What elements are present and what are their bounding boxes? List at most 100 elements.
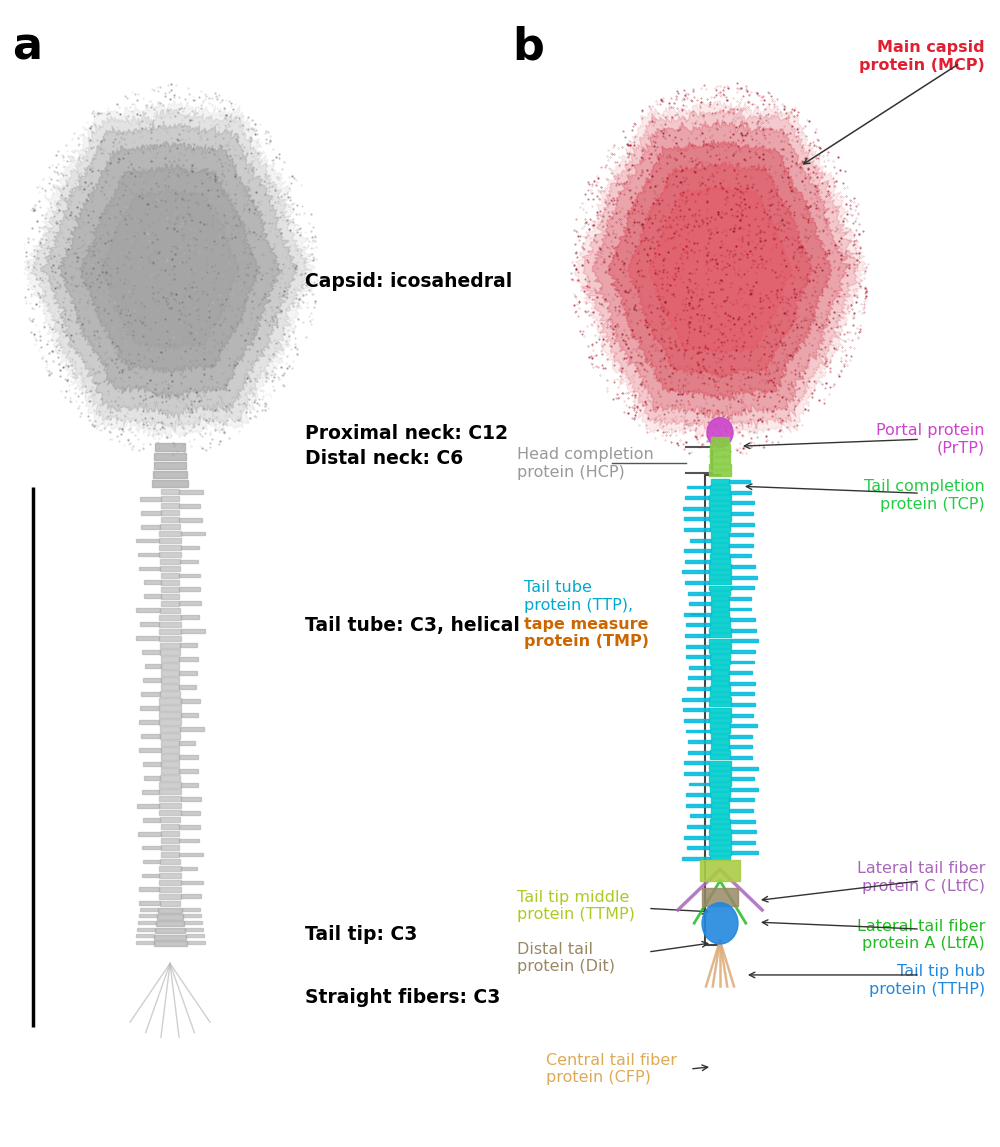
Bar <box>136 935 154 937</box>
Bar <box>141 734 160 738</box>
Bar <box>709 643 731 648</box>
Bar <box>181 895 201 898</box>
Bar <box>709 829 731 834</box>
Bar <box>731 778 754 780</box>
Bar <box>144 775 160 780</box>
Bar <box>159 782 181 788</box>
Bar <box>159 796 181 802</box>
Bar <box>158 907 182 913</box>
Bar <box>159 810 181 816</box>
Bar <box>709 496 731 500</box>
Bar <box>731 650 755 653</box>
Bar <box>161 496 179 501</box>
Bar <box>181 797 201 801</box>
Bar <box>711 596 729 600</box>
Bar <box>710 457 730 462</box>
Bar <box>688 751 710 754</box>
Bar <box>179 768 198 773</box>
Bar <box>710 522 730 526</box>
Bar <box>709 627 731 632</box>
Bar <box>156 921 184 927</box>
Bar <box>684 528 710 531</box>
Bar <box>154 935 186 939</box>
Bar <box>709 501 731 505</box>
Bar <box>710 490 730 494</box>
Bar <box>685 582 709 584</box>
Polygon shape <box>79 163 261 376</box>
Bar <box>159 873 181 879</box>
Bar <box>160 817 180 822</box>
Bar <box>179 741 195 744</box>
Bar <box>159 552 181 557</box>
Bar <box>729 735 752 738</box>
Text: Central tail fiber
protein (CFP): Central tail fiber protein (CFP) <box>546 1053 677 1085</box>
Bar <box>711 803 729 807</box>
Bar <box>682 570 709 574</box>
Bar <box>160 900 180 906</box>
Bar <box>710 728 730 733</box>
Bar <box>161 663 179 669</box>
Bar <box>710 793 730 797</box>
Bar <box>179 685 196 689</box>
Bar <box>689 602 711 606</box>
Bar <box>711 681 729 685</box>
Bar <box>710 554 730 557</box>
Bar <box>730 820 755 822</box>
Bar <box>729 809 753 812</box>
Bar <box>138 832 161 835</box>
Bar <box>181 532 205 536</box>
Bar <box>711 665 729 670</box>
Bar <box>685 497 709 499</box>
Bar <box>709 463 731 469</box>
Bar <box>682 697 709 701</box>
Bar <box>182 907 200 911</box>
Bar <box>136 637 159 640</box>
Bar <box>139 902 160 905</box>
Text: Tail tip middle
protein (TTMP): Tail tip middle protein (TTMP) <box>517 890 635 922</box>
Bar <box>710 591 730 595</box>
Bar <box>685 560 710 563</box>
Bar <box>160 559 180 564</box>
Bar <box>181 546 199 549</box>
Bar <box>154 462 186 469</box>
Bar <box>729 671 752 674</box>
Bar <box>159 699 181 704</box>
Bar <box>709 639 731 642</box>
Bar <box>141 692 160 696</box>
Bar <box>709 702 731 707</box>
Bar <box>139 914 157 918</box>
Bar <box>179 657 198 661</box>
Bar <box>731 841 755 844</box>
Bar <box>730 491 751 493</box>
Bar <box>709 470 731 476</box>
Bar <box>140 497 161 500</box>
Bar <box>179 574 200 577</box>
Bar <box>142 650 160 654</box>
Bar <box>710 750 730 755</box>
Bar <box>711 813 729 818</box>
Bar <box>686 645 709 648</box>
Bar <box>731 576 757 578</box>
Bar <box>136 539 159 543</box>
Bar <box>160 642 180 648</box>
Bar <box>729 746 752 748</box>
Bar <box>179 838 199 843</box>
Bar <box>144 580 161 584</box>
Bar <box>180 727 204 731</box>
Bar <box>687 687 710 690</box>
Polygon shape <box>574 101 867 440</box>
Bar <box>160 649 180 655</box>
Bar <box>160 608 180 612</box>
Bar <box>144 594 161 599</box>
Bar <box>161 768 179 773</box>
Bar <box>143 859 160 864</box>
Bar <box>729 798 754 802</box>
Bar <box>688 677 711 679</box>
Bar <box>160 524 180 530</box>
Bar <box>179 587 200 592</box>
Bar <box>689 782 709 786</box>
Text: Distal tail
protein (Dit): Distal tail protein (Dit) <box>517 942 615 974</box>
Bar <box>710 819 730 824</box>
Bar <box>709 840 731 844</box>
Bar <box>161 594 179 599</box>
